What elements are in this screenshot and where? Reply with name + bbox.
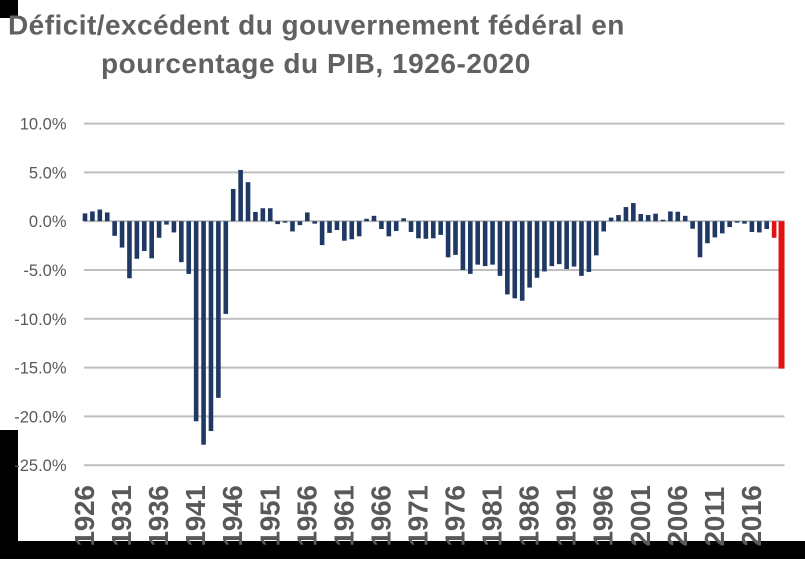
svg-text:2001: 2001 — [625, 485, 656, 546]
svg-text:1946: 1946 — [217, 485, 248, 546]
svg-text:2011: 2011 — [699, 487, 730, 547]
svg-text:1951: 1951 — [254, 485, 285, 546]
svg-text:pourcentage du PIB, 1926-2020: pourcentage du PIB, 1926-2020 — [101, 48, 531, 79]
svg-text:1981: 1981 — [477, 485, 508, 546]
svg-text:2006: 2006 — [662, 485, 693, 546]
svg-text:1931: 1931 — [106, 485, 137, 546]
svg-text:1996: 1996 — [588, 485, 619, 546]
svg-text:-15.0%: -15.0% — [14, 360, 67, 378]
svg-text:5.0%: 5.0% — [29, 164, 67, 182]
svg-text:1976: 1976 — [440, 485, 471, 546]
svg-text:-10.0%: -10.0% — [14, 311, 67, 329]
svg-text:1971: 1971 — [402, 485, 433, 546]
svg-text:-5.0%: -5.0% — [23, 262, 66, 280]
svg-text:1961: 1961 — [328, 485, 359, 546]
svg-text:1956: 1956 — [291, 485, 322, 546]
svg-text:1966: 1966 — [365, 485, 396, 546]
svg-text:1986: 1986 — [514, 485, 545, 546]
svg-text:0.0%: 0.0% — [29, 213, 67, 231]
svg-text:1991: 1991 — [551, 485, 582, 546]
svg-text:Déficit/excédent du gouverneme: Déficit/excédent du gouvernement fédéral… — [8, 10, 625, 41]
svg-text:10.0%: 10.0% — [20, 116, 67, 134]
svg-text:1926: 1926 — [69, 485, 100, 546]
svg-text:2016: 2016 — [736, 485, 767, 546]
svg-text:-25.0%: -25.0% — [14, 457, 67, 475]
svg-text:1936: 1936 — [143, 485, 174, 546]
svg-text:1941: 1941 — [180, 485, 211, 546]
svg-text:-20.0%: -20.0% — [14, 408, 67, 426]
